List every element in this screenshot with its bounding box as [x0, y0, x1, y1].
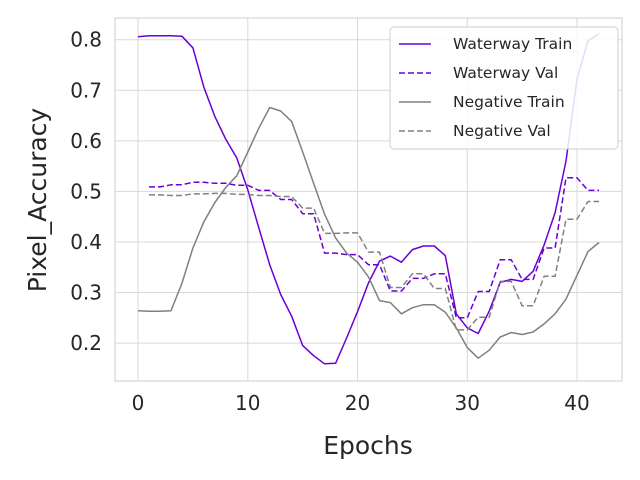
y-tick-label: 0.6: [70, 129, 102, 153]
x-tick-label: 10: [235, 391, 260, 415]
legend-label: Negative Train: [453, 93, 565, 111]
y-tick-label: 0.4: [70, 230, 102, 254]
y-tick-label: 0.7: [70, 78, 102, 102]
y-tick-label: 0.5: [70, 179, 102, 203]
x-tick-label: 0: [132, 391, 145, 415]
series-line-1: [137, 33, 600, 365]
y-tick-label: 0.2: [70, 331, 102, 355]
legend-label: Waterway Train: [453, 35, 572, 53]
y-tick-label: 0.3: [70, 281, 102, 305]
legend: Waterway Train Waterway Val Negative Train…: [389, 26, 619, 150]
legend-label: Negative Val: [453, 122, 551, 140]
series-line-4: [149, 192, 599, 331]
x-axis-label: Epochs: [323, 431, 413, 460]
series-line-2: [149, 177, 599, 319]
legend-box: [389, 26, 619, 150]
y-tick-label: 0.8: [70, 28, 102, 52]
y-axis-label: Pixel_Accuracy: [23, 108, 52, 293]
x-tick-label: 40: [564, 391, 589, 415]
x-tick-label: 30: [455, 391, 480, 415]
series-line-3: [137, 106, 600, 359]
tick-labels: 0 10 20 30 40 0.2 0.3 0.4 0.5 0.6 0.7 0.8: [70, 28, 590, 415]
series-layer: [137, 33, 600, 365]
legend-label: Waterway Val: [453, 64, 558, 82]
x-tick-label: 20: [345, 391, 370, 415]
